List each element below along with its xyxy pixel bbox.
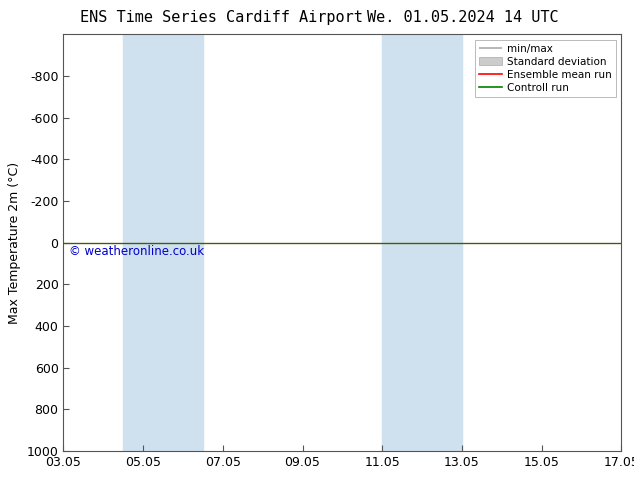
Text: ENS Time Series Cardiff Airport: ENS Time Series Cardiff Airport [81, 10, 363, 25]
Bar [382, 34, 462, 451]
Y-axis label: Max Temperature 2m (°C): Max Temperature 2m (°C) [8, 162, 21, 323]
Legend: min/max, Standard deviation, Ensemble mean run, Controll run: min/max, Standard deviation, Ensemble me… [475, 40, 616, 97]
Text: We. 01.05.2024 14 UTC: We. 01.05.2024 14 UTC [367, 10, 559, 25]
Bar [123, 34, 203, 451]
Text: © weatheronline.co.uk: © weatheronline.co.uk [69, 245, 204, 258]
